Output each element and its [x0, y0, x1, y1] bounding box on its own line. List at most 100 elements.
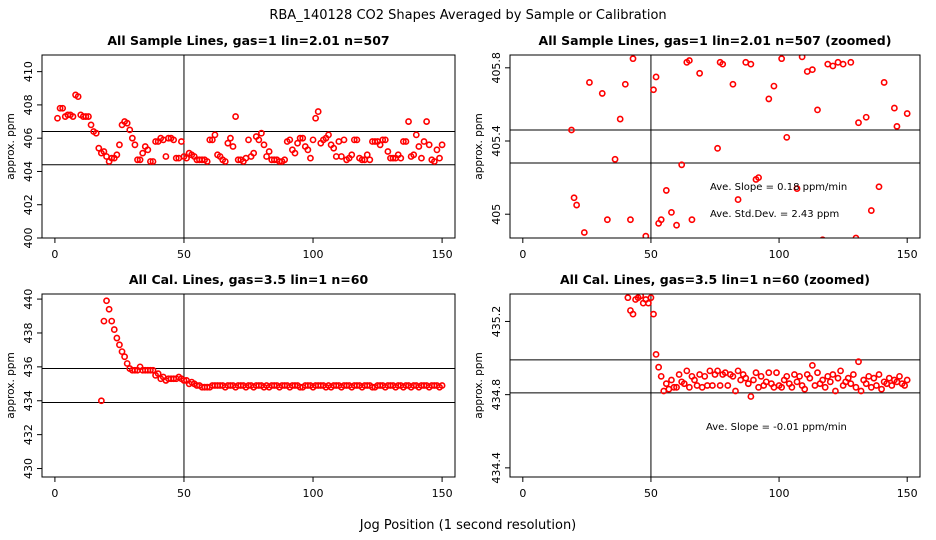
data-point: [340, 136, 348, 144]
data-point: [144, 146, 152, 154]
data-point: [366, 156, 374, 164]
y-tick-label: 436: [22, 356, 35, 377]
data-point: [54, 114, 61, 122]
reference-lines: [510, 55, 920, 238]
x-tick-label: 0: [519, 487, 526, 500]
data-point: [903, 110, 911, 117]
data-point: [570, 194, 578, 202]
data-point: [412, 131, 420, 139]
y-tick-label: 400: [22, 228, 35, 249]
data-point: [821, 383, 829, 391]
data-point: [405, 118, 412, 125]
data-point: [376, 141, 384, 149]
data-point: [808, 361, 816, 369]
data-point: [92, 129, 100, 137]
y-tick-label: 434: [22, 390, 35, 411]
data-point: [312, 114, 320, 122]
data-point: [598, 90, 606, 97]
data-point: [875, 371, 883, 378]
data-point: [647, 294, 655, 302]
x-tick-label: 50: [177, 487, 191, 500]
data-point: [657, 216, 665, 224]
data-point: [211, 131, 219, 139]
data-point: [611, 155, 619, 163]
data-point: [814, 106, 821, 114]
data-point: [849, 371, 857, 378]
data-point: [650, 310, 657, 318]
y-axis-label: approx. ppm: [5, 352, 17, 418]
data-point: [834, 374, 842, 382]
data-point: [363, 151, 371, 159]
data-point: [425, 141, 433, 149]
data-point: [126, 126, 134, 134]
data-point: [801, 385, 809, 393]
data-point: [245, 136, 252, 144]
x-tick-label: 50: [644, 248, 658, 261]
y-axis-label: approx. ppm: [473, 352, 485, 418]
data-point: [873, 382, 880, 389]
data-point: [224, 139, 232, 147]
data-point: [798, 55, 806, 61]
data-point: [680, 380, 688, 388]
data-point: [893, 122, 901, 130]
data-point: [136, 156, 144, 164]
data-point: [423, 118, 431, 125]
series-points: [568, 55, 911, 238]
plot-frame: [509, 54, 921, 239]
data-point: [747, 393, 755, 400]
data-point: [778, 383, 786, 391]
data-point: [701, 372, 709, 380]
panel-title: All Cal. Lines, gas=3.5 lin=1 n=60: [129, 272, 369, 287]
data-point: [819, 376, 827, 384]
panel-title: All Cal. Lines, gas=3.5 lin=1 n=60 (zoom…: [560, 272, 870, 287]
data-point: [862, 113, 870, 121]
data-point: [149, 158, 157, 165]
data-point: [652, 73, 660, 81]
data-point: [108, 317, 116, 325]
data-point: [716, 382, 724, 389]
y-tick-label: 405.8: [490, 52, 503, 84]
data-point: [265, 148, 273, 155]
data-point: [757, 372, 765, 380]
data-point: [839, 60, 847, 68]
data-point: [844, 374, 852, 382]
data-point: [180, 377, 188, 384]
data-point: [675, 371, 683, 378]
x-tick-label: 0: [51, 487, 58, 500]
data-point: [229, 143, 237, 150]
y-tick-label: 410: [22, 61, 35, 82]
data-point: [896, 372, 903, 380]
data-point: [668, 208, 675, 216]
plot-frame: [41, 54, 456, 239]
data-point: [113, 151, 121, 159]
data-point: [855, 119, 862, 127]
data-point: [105, 305, 113, 313]
data-point: [56, 104, 64, 112]
data-point: [304, 146, 312, 154]
data-point: [814, 369, 821, 377]
plot-frame: [41, 293, 456, 478]
data-point: [788, 383, 796, 391]
data-point: [69, 113, 77, 120]
y-tick-label: 440: [22, 289, 35, 310]
data-point: [420, 138, 428, 145]
x-tick-label: 150: [897, 248, 918, 261]
data-point: [338, 153, 345, 160]
y-tick-label: 438: [22, 322, 35, 343]
y-tick-label: 432: [22, 424, 35, 445]
x-tick-label: 100: [769, 487, 790, 500]
data-point: [250, 149, 258, 157]
data-point: [867, 207, 875, 214]
reference-lines: [42, 294, 455, 477]
data-point: [724, 382, 732, 389]
data-point: [307, 154, 314, 162]
data-point: [890, 104, 898, 112]
data-point: [752, 369, 760, 377]
data-point: [901, 382, 909, 389]
data-point: [683, 367, 691, 375]
data-point: [837, 367, 844, 375]
data-point: [436, 154, 443, 162]
figure-suptitle: RBA_140128 CO2 Shapes Averaged by Sample…: [269, 8, 666, 23]
data-point: [750, 376, 757, 384]
